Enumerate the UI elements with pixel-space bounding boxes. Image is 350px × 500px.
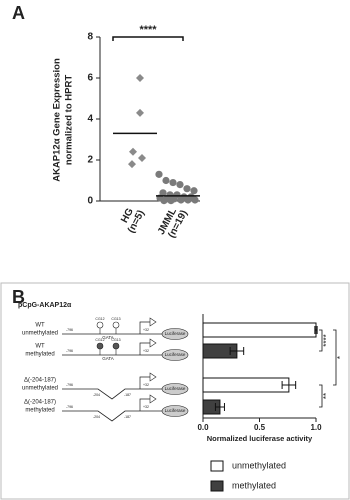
construct-end: +32	[143, 349, 149, 353]
construct-line	[62, 388, 164, 400]
data-point	[162, 176, 170, 185]
data-point	[160, 196, 168, 205]
y-tick-label: 0	[87, 196, 93, 207]
tss-head	[149, 372, 157, 382]
tss-head	[149, 338, 157, 348]
construct-start: -796	[66, 328, 73, 332]
cg-label: CG12	[95, 317, 104, 321]
significance-label: **	[322, 393, 331, 399]
data-point	[138, 153, 146, 162]
gata-label: GATA	[102, 335, 114, 340]
significance-label: ****	[322, 334, 331, 346]
bar	[202, 322, 317, 338]
data-point	[169, 178, 177, 187]
tss-arrow	[139, 376, 150, 389]
construct-end: +32	[143, 405, 149, 409]
reporter-label: Luciferase	[165, 408, 186, 413]
reporter	[161, 383, 189, 395]
tss-arrow	[139, 342, 150, 355]
tss-head	[149, 317, 157, 327]
construct-start: -796	[66, 349, 73, 353]
tss-head	[149, 394, 157, 404]
significance-label: *	[336, 356, 345, 359]
reporter-label: Luciferase	[165, 386, 186, 391]
data-point	[129, 147, 137, 156]
reporter-label: Luciferase	[165, 331, 186, 336]
y-tick-label: 4	[87, 114, 93, 125]
x-axis-label: Normalized luciferase activity	[207, 434, 313, 443]
data-point	[191, 196, 199, 204]
cg-label: CG13	[111, 317, 120, 321]
construct-line	[62, 410, 164, 422]
cg-label: CG13	[111, 338, 120, 342]
construct-start: -796	[66, 405, 73, 409]
y-axis-label: AKAP12α Gene Expression	[52, 58, 63, 182]
data-point	[184, 196, 192, 204]
significance-bracket	[333, 329, 337, 386]
y-tick-label: 6	[87, 73, 93, 84]
x-tick-label: 0.5	[254, 423, 266, 432]
significance-bracket	[319, 384, 323, 408]
data-point	[155, 170, 163, 178]
error-bar	[214, 403, 225, 411]
panel-frame	[0, 282, 350, 500]
cg-label: CG12	[95, 338, 104, 342]
tss-arrow	[139, 321, 150, 334]
deletion-end: -187	[124, 393, 131, 397]
reporter-label: Luciferase	[165, 352, 186, 357]
legend-swatch	[210, 480, 224, 492]
data-point	[136, 108, 144, 117]
data-point	[183, 185, 191, 193]
legend-swatch	[210, 460, 224, 472]
data-point	[177, 196, 185, 204]
construct-end: +32	[143, 328, 149, 332]
legend-label: methylated	[232, 480, 276, 490]
row-label: WT	[35, 344, 45, 350]
row-label: unmethylated	[22, 386, 58, 392]
row-label: methylated	[25, 352, 54, 358]
significance-label: ****	[139, 24, 157, 36]
row-label: methylated	[25, 408, 54, 414]
panel-label: B	[12, 287, 25, 307]
data-point	[190, 187, 198, 195]
subtitle: pCpG-AKAP12α	[18, 302, 72, 309]
data-point	[176, 181, 184, 189]
reporter	[161, 349, 189, 361]
panel-label: A	[12, 3, 25, 23]
row-label: unmethylated	[22, 331, 58, 337]
deletion-start: -204	[93, 415, 100, 419]
y-axis-label: normalized to HPRT	[64, 75, 75, 165]
reporter	[161, 328, 189, 340]
x-tick-label: 1.0	[310, 423, 322, 432]
cg-site	[96, 321, 104, 329]
bar	[202, 377, 290, 393]
row-label: Δ(-204-187)	[24, 378, 56, 384]
y-tick-label: 2	[87, 155, 93, 166]
row-label: WT	[35, 323, 45, 329]
significance-bracket	[112, 36, 184, 41]
y-tick-label: 8	[87, 32, 93, 43]
data-point	[136, 74, 144, 82]
deletion-end: -187	[124, 415, 131, 419]
significance-bracket	[319, 329, 323, 352]
data-point	[167, 196, 175, 205]
data-point	[128, 160, 136, 169]
error-bar	[229, 347, 245, 355]
reporter	[161, 405, 189, 417]
tss-arrow	[139, 398, 150, 411]
gata-label: GATA	[102, 356, 114, 361]
x-tick-label: 0.0	[197, 423, 209, 432]
construct-end: +32	[143, 383, 149, 387]
error-bar	[281, 381, 297, 389]
cg-site	[112, 321, 120, 329]
construct-start: -796	[66, 383, 73, 387]
cg-site	[112, 342, 120, 350]
error-bar	[314, 326, 318, 334]
cg-site	[96, 342, 104, 350]
legend-label: unmethylated	[232, 460, 286, 470]
row-label: Δ(-204-187)	[24, 400, 56, 406]
deletion-start: -204	[93, 393, 100, 397]
